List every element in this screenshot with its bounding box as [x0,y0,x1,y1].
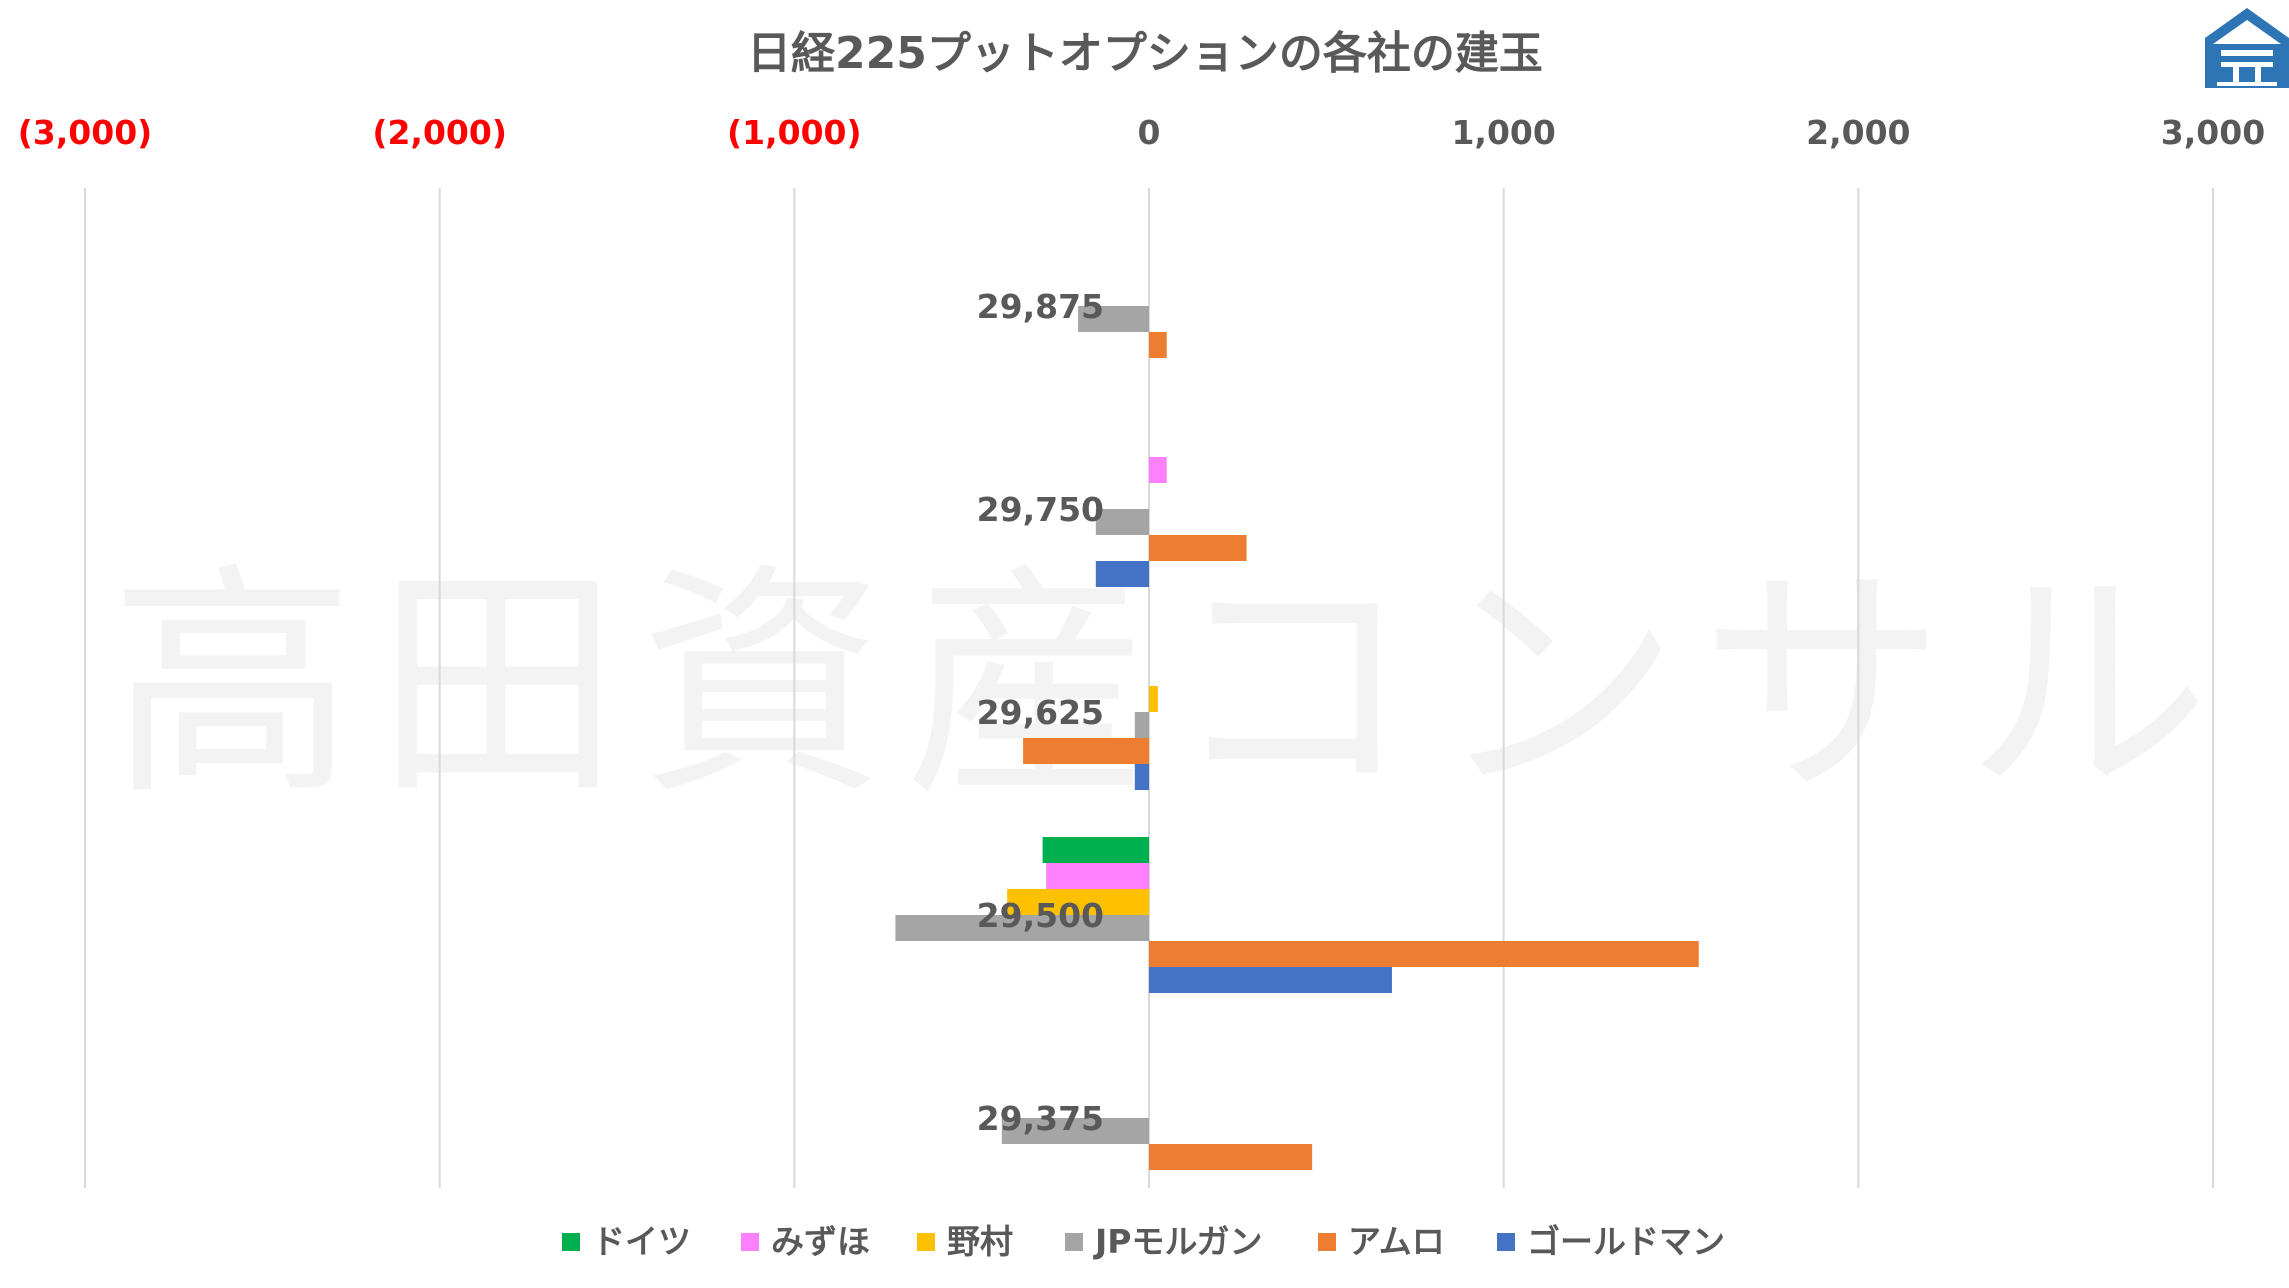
bar [895,915,1149,941]
bar [1149,535,1247,561]
category-labels: 29,875 29,750 29,625 29,500 29,375 [977,287,1104,1138]
x-tick-label: 0 [1138,113,1161,152]
bar [1095,561,1149,587]
legend-label: アムロ [1348,1222,1445,1261]
logo-bar-2 [2221,62,2273,67]
bar [1007,889,1149,915]
legend: ドイツ みずほ 野村 JPモルガン アムロ ゴールドマン [562,1222,1725,1261]
category-label: 29,750 [977,490,1104,529]
bar [1078,306,1149,332]
logo-shape [2205,8,2289,88]
legend-swatch [917,1233,935,1251]
bar [1134,712,1149,738]
x-tick-label: 1,000 [1451,113,1555,152]
logo-bar-1 [2221,50,2273,56]
bar [1095,509,1149,535]
legend-swatch [1497,1233,1515,1251]
legend-label: 野村 [947,1222,1013,1261]
bar [1149,1144,1313,1170]
bar [1149,967,1392,993]
legend-label: みずほ [771,1222,870,1261]
logo-pillar-1 [2233,67,2239,83]
category-label: 29,625 [977,693,1104,732]
bar [1042,837,1149,863]
bar [1023,738,1149,764]
x-tick-label: (3,000) [18,113,153,152]
x-tick-label: 3,000 [2161,113,2265,152]
bar [1001,1118,1149,1144]
chart-title: 日経225プットオプションの各社の建玉 [747,28,1543,79]
logo-icon [2205,8,2289,88]
category-label: 29,500 [977,896,1104,935]
bar [1046,863,1149,889]
category-label: 29,875 [977,287,1104,326]
bar [1149,686,1158,712]
x-axis-ticks: (3,000) (2,000) (1,000) 0 1,000 2,000 3,000 [18,113,2265,152]
watermark-text: 高田資産コンサル [110,543,2230,828]
x-tick-label: (2,000) [372,113,507,152]
bar [1134,764,1149,790]
x-tick-label: (1,000) [727,113,862,152]
legend-swatch [741,1233,759,1251]
legend-swatch [1065,1233,1083,1251]
x-tick-label: 2,000 [1806,113,1910,152]
legend-label: JPモルガン [1093,1222,1262,1261]
legend-swatch [562,1233,580,1251]
category-label: 29,375 [977,1099,1104,1138]
legend-swatch [1318,1233,1336,1251]
bar [1149,457,1167,483]
bar [1149,941,1699,967]
bars [895,306,1699,1170]
bar [1149,332,1167,358]
logo-base [2217,82,2277,86]
legend-label: ゴールドマン [1527,1222,1725,1261]
legend-label: ドイツ [592,1222,691,1261]
logo-pillar-2 [2255,67,2261,83]
logo-roof [2213,20,2281,44]
